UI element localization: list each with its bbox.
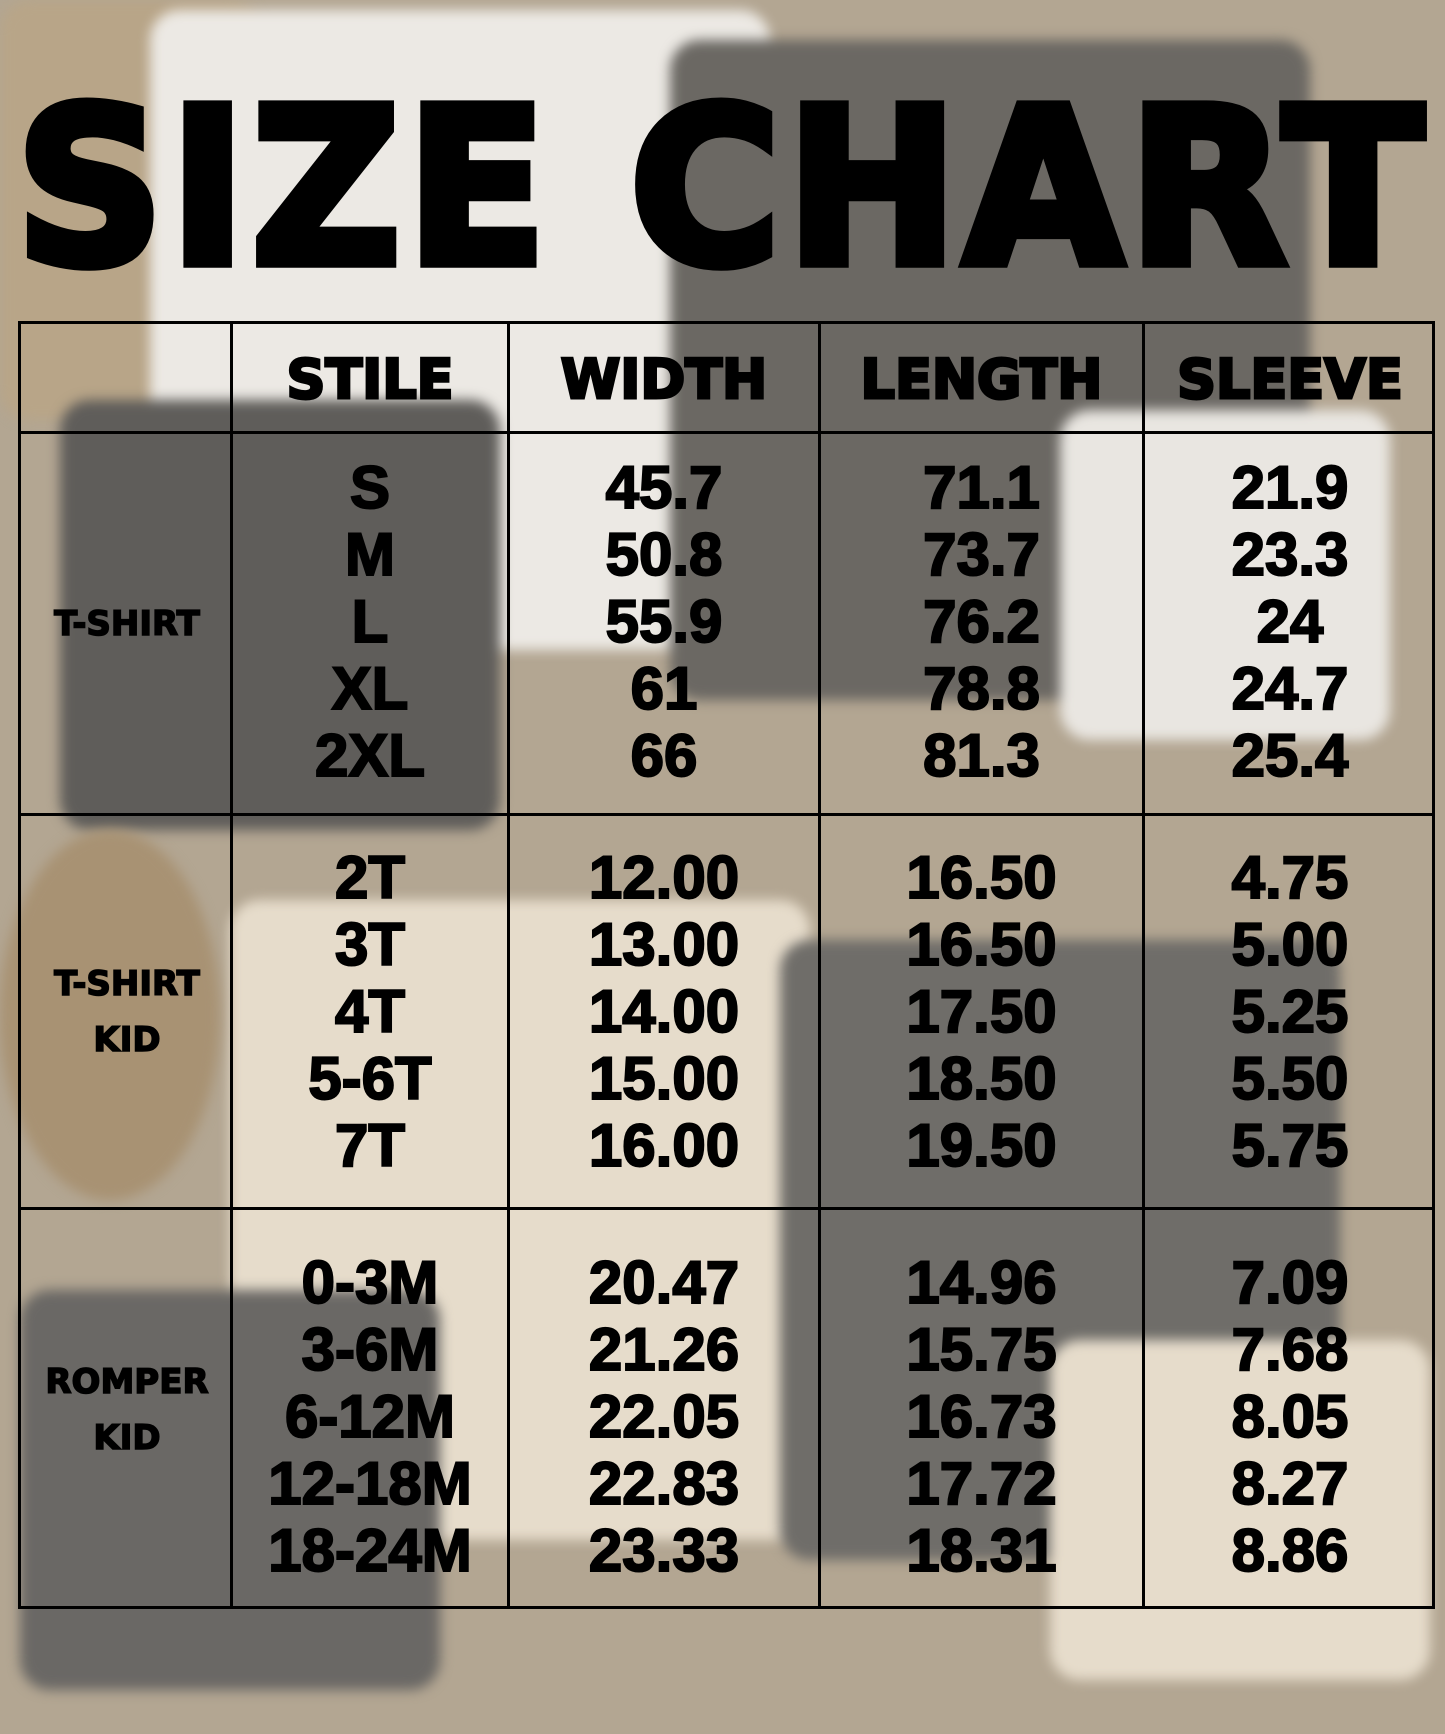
sleeve-cell: 8.86	[1231, 1516, 1350, 1585]
length-cell: 14.96	[905, 1248, 1057, 1317]
divider	[21, 813, 1432, 816]
width-cell: 12.00	[588, 843, 740, 912]
size-cell: 7T	[334, 1111, 406, 1180]
width-cell: 66	[630, 721, 699, 790]
length-cell: 71.1	[922, 453, 1041, 522]
divider	[21, 431, 1432, 434]
width-cell: 21.26	[588, 1315, 740, 1384]
size-cell: 2T	[334, 843, 406, 912]
width-cell: 22.83	[588, 1449, 740, 1518]
width-cell: 22.05	[588, 1382, 740, 1451]
divider	[230, 324, 233, 1606]
category-label-line: ROMPER	[45, 1361, 210, 1403]
length-cell: 18.50	[905, 1044, 1057, 1113]
sleeve-cell: 5.00	[1231, 910, 1350, 979]
header-stile: STILE	[285, 346, 455, 412]
width-cell: 50.8	[605, 520, 724, 589]
width-cell: 16.00	[588, 1111, 740, 1180]
size-cell: L	[351, 587, 390, 656]
sleeve-cell: 8.05	[1231, 1382, 1350, 1451]
width-cell: 55.9	[605, 587, 724, 656]
size-cell: 5-6T	[307, 1044, 432, 1113]
page-title: SIZE CHART	[11, 59, 1430, 319]
category-label-line: T-SHIRT	[53, 963, 200, 1005]
size-cell: 0-3M	[301, 1248, 440, 1317]
category-label: ROMPER KID	[21, 1354, 233, 1466]
divider	[818, 324, 821, 1606]
header-width: WIDTH	[559, 346, 769, 412]
sleeve-cell: 5.75	[1231, 1111, 1350, 1180]
length-cell: 17.72	[905, 1449, 1057, 1518]
width-cell: 20.47	[588, 1248, 740, 1317]
length-cell: 16.50	[905, 843, 1057, 912]
length-cell: 16.50	[905, 910, 1057, 979]
width-cell: 14.00	[588, 977, 740, 1046]
length-cell: 73.7	[922, 520, 1041, 589]
divider	[1142, 324, 1145, 1606]
length-cell: 18.31	[905, 1516, 1057, 1585]
width-cell: 23.33	[588, 1516, 740, 1585]
sleeve-cell: 7.68	[1231, 1315, 1350, 1384]
sleeve-cell: 5.50	[1231, 1044, 1350, 1113]
sleeve-cell: 25.4	[1231, 721, 1350, 790]
sleeve-cell: 24.7	[1231, 654, 1350, 723]
sleeve-cell: 8.27	[1231, 1449, 1350, 1518]
category-label: T-SHIRT KID	[21, 956, 233, 1068]
width-cell: 61	[630, 654, 699, 723]
length-cell: 19.50	[905, 1111, 1057, 1180]
size-cell: 12-18M	[267, 1449, 472, 1518]
size-cell: 6-12M	[284, 1382, 456, 1451]
sleeve-cell: 7.09	[1231, 1248, 1350, 1317]
sleeve-cell: 24	[1256, 587, 1325, 656]
size-cell: 3T	[334, 910, 406, 979]
length-cell: 78.8	[922, 654, 1041, 723]
size-cell: 4T	[334, 977, 406, 1046]
sleeve-cell: 4.75	[1231, 843, 1350, 912]
divider	[507, 324, 510, 1606]
divider	[21, 1207, 1432, 1210]
width-cell: 13.00	[588, 910, 740, 979]
length-cell: 15.75	[905, 1315, 1057, 1384]
sleeve-cell: 5.25	[1231, 977, 1350, 1046]
size-cell: 3-6M	[301, 1315, 440, 1384]
category-label-line: T-SHIRT	[53, 603, 200, 645]
size-table: STILE WIDTH LENGTH SLEEVE T-SHIRT S 45.7 71…	[18, 321, 1435, 1609]
category-label-line: KID	[93, 1019, 162, 1061]
length-cell: 17.50	[905, 977, 1057, 1046]
length-cell: 81.3	[922, 721, 1041, 790]
size-cell: 2XL	[314, 721, 426, 790]
header-sleeve: SLEEVE	[1176, 346, 1405, 412]
sleeve-cell: 21.9	[1231, 453, 1350, 522]
sleeve-cell: 23.3	[1231, 520, 1350, 589]
width-cell: 15.00	[588, 1044, 740, 1113]
size-cell: M	[344, 520, 396, 589]
width-cell: 45.7	[605, 453, 724, 522]
size-cell: 18-24M	[267, 1516, 472, 1585]
size-cell: S	[349, 453, 391, 522]
header-length: LENGTH	[859, 346, 1104, 412]
category-label-line: KID	[93, 1417, 162, 1459]
length-cell: 16.73	[905, 1382, 1057, 1451]
size-cell: XL	[331, 654, 410, 723]
length-cell: 76.2	[922, 587, 1041, 656]
category-label: T-SHIRT	[21, 596, 233, 652]
